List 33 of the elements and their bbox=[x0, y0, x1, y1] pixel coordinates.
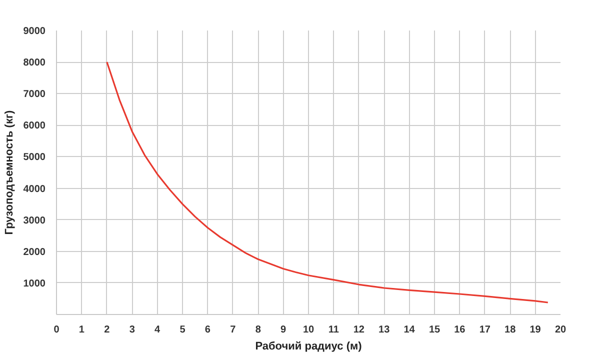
y-tick-label: 8000 bbox=[23, 58, 46, 69]
y-tick-label: 6000 bbox=[23, 120, 46, 132]
x-tick-label: 17 bbox=[479, 324, 491, 336]
x-tick-label: 10 bbox=[302, 324, 314, 336]
y-tick-label: 4000 bbox=[23, 184, 46, 195]
x-tick-label: 8 bbox=[255, 324, 262, 336]
x-tick-label: 14 bbox=[404, 324, 416, 336]
x-tick-label: 18 bbox=[504, 324, 516, 336]
y-axis-title: Грузоподъемность (кг) bbox=[3, 110, 16, 235]
x-tick-label: 15 bbox=[428, 324, 440, 336]
x-tick-label: 12 bbox=[353, 324, 365, 336]
x-tick-label: 20 bbox=[554, 324, 566, 336]
x-tick-label: 11 bbox=[328, 324, 340, 336]
y-tick-label: 1000 bbox=[23, 278, 46, 290]
x-tick-label: 7 bbox=[230, 324, 236, 336]
y-tick-label: 7000 bbox=[23, 89, 46, 100]
x-tick-label: 19 bbox=[530, 324, 542, 336]
x-tick-label: 13 bbox=[378, 324, 390, 336]
line-series bbox=[106, 61, 549, 304]
x-tick-label: 4 bbox=[154, 324, 161, 336]
y-tick-label: 9000 bbox=[23, 26, 46, 37]
x-tick-label: 5 bbox=[180, 324, 186, 336]
x-axis-title: Рабочий радиус (м) bbox=[255, 340, 362, 352]
y-tick-label: 2000 bbox=[23, 246, 46, 258]
y-tick-label: 5000 bbox=[23, 152, 46, 164]
x-tick-label: 1 bbox=[78, 324, 85, 336]
y-tick-label: 3000 bbox=[23, 215, 46, 226]
x-tick-label: 9 bbox=[280, 324, 287, 336]
x-tick-label: 2 bbox=[104, 324, 110, 336]
x-tick-label: 0 bbox=[54, 324, 60, 336]
x-tick-label: 3 bbox=[129, 324, 136, 336]
x-tick-label: 16 bbox=[454, 324, 466, 336]
x-tick-label: 6 bbox=[204, 324, 211, 336]
